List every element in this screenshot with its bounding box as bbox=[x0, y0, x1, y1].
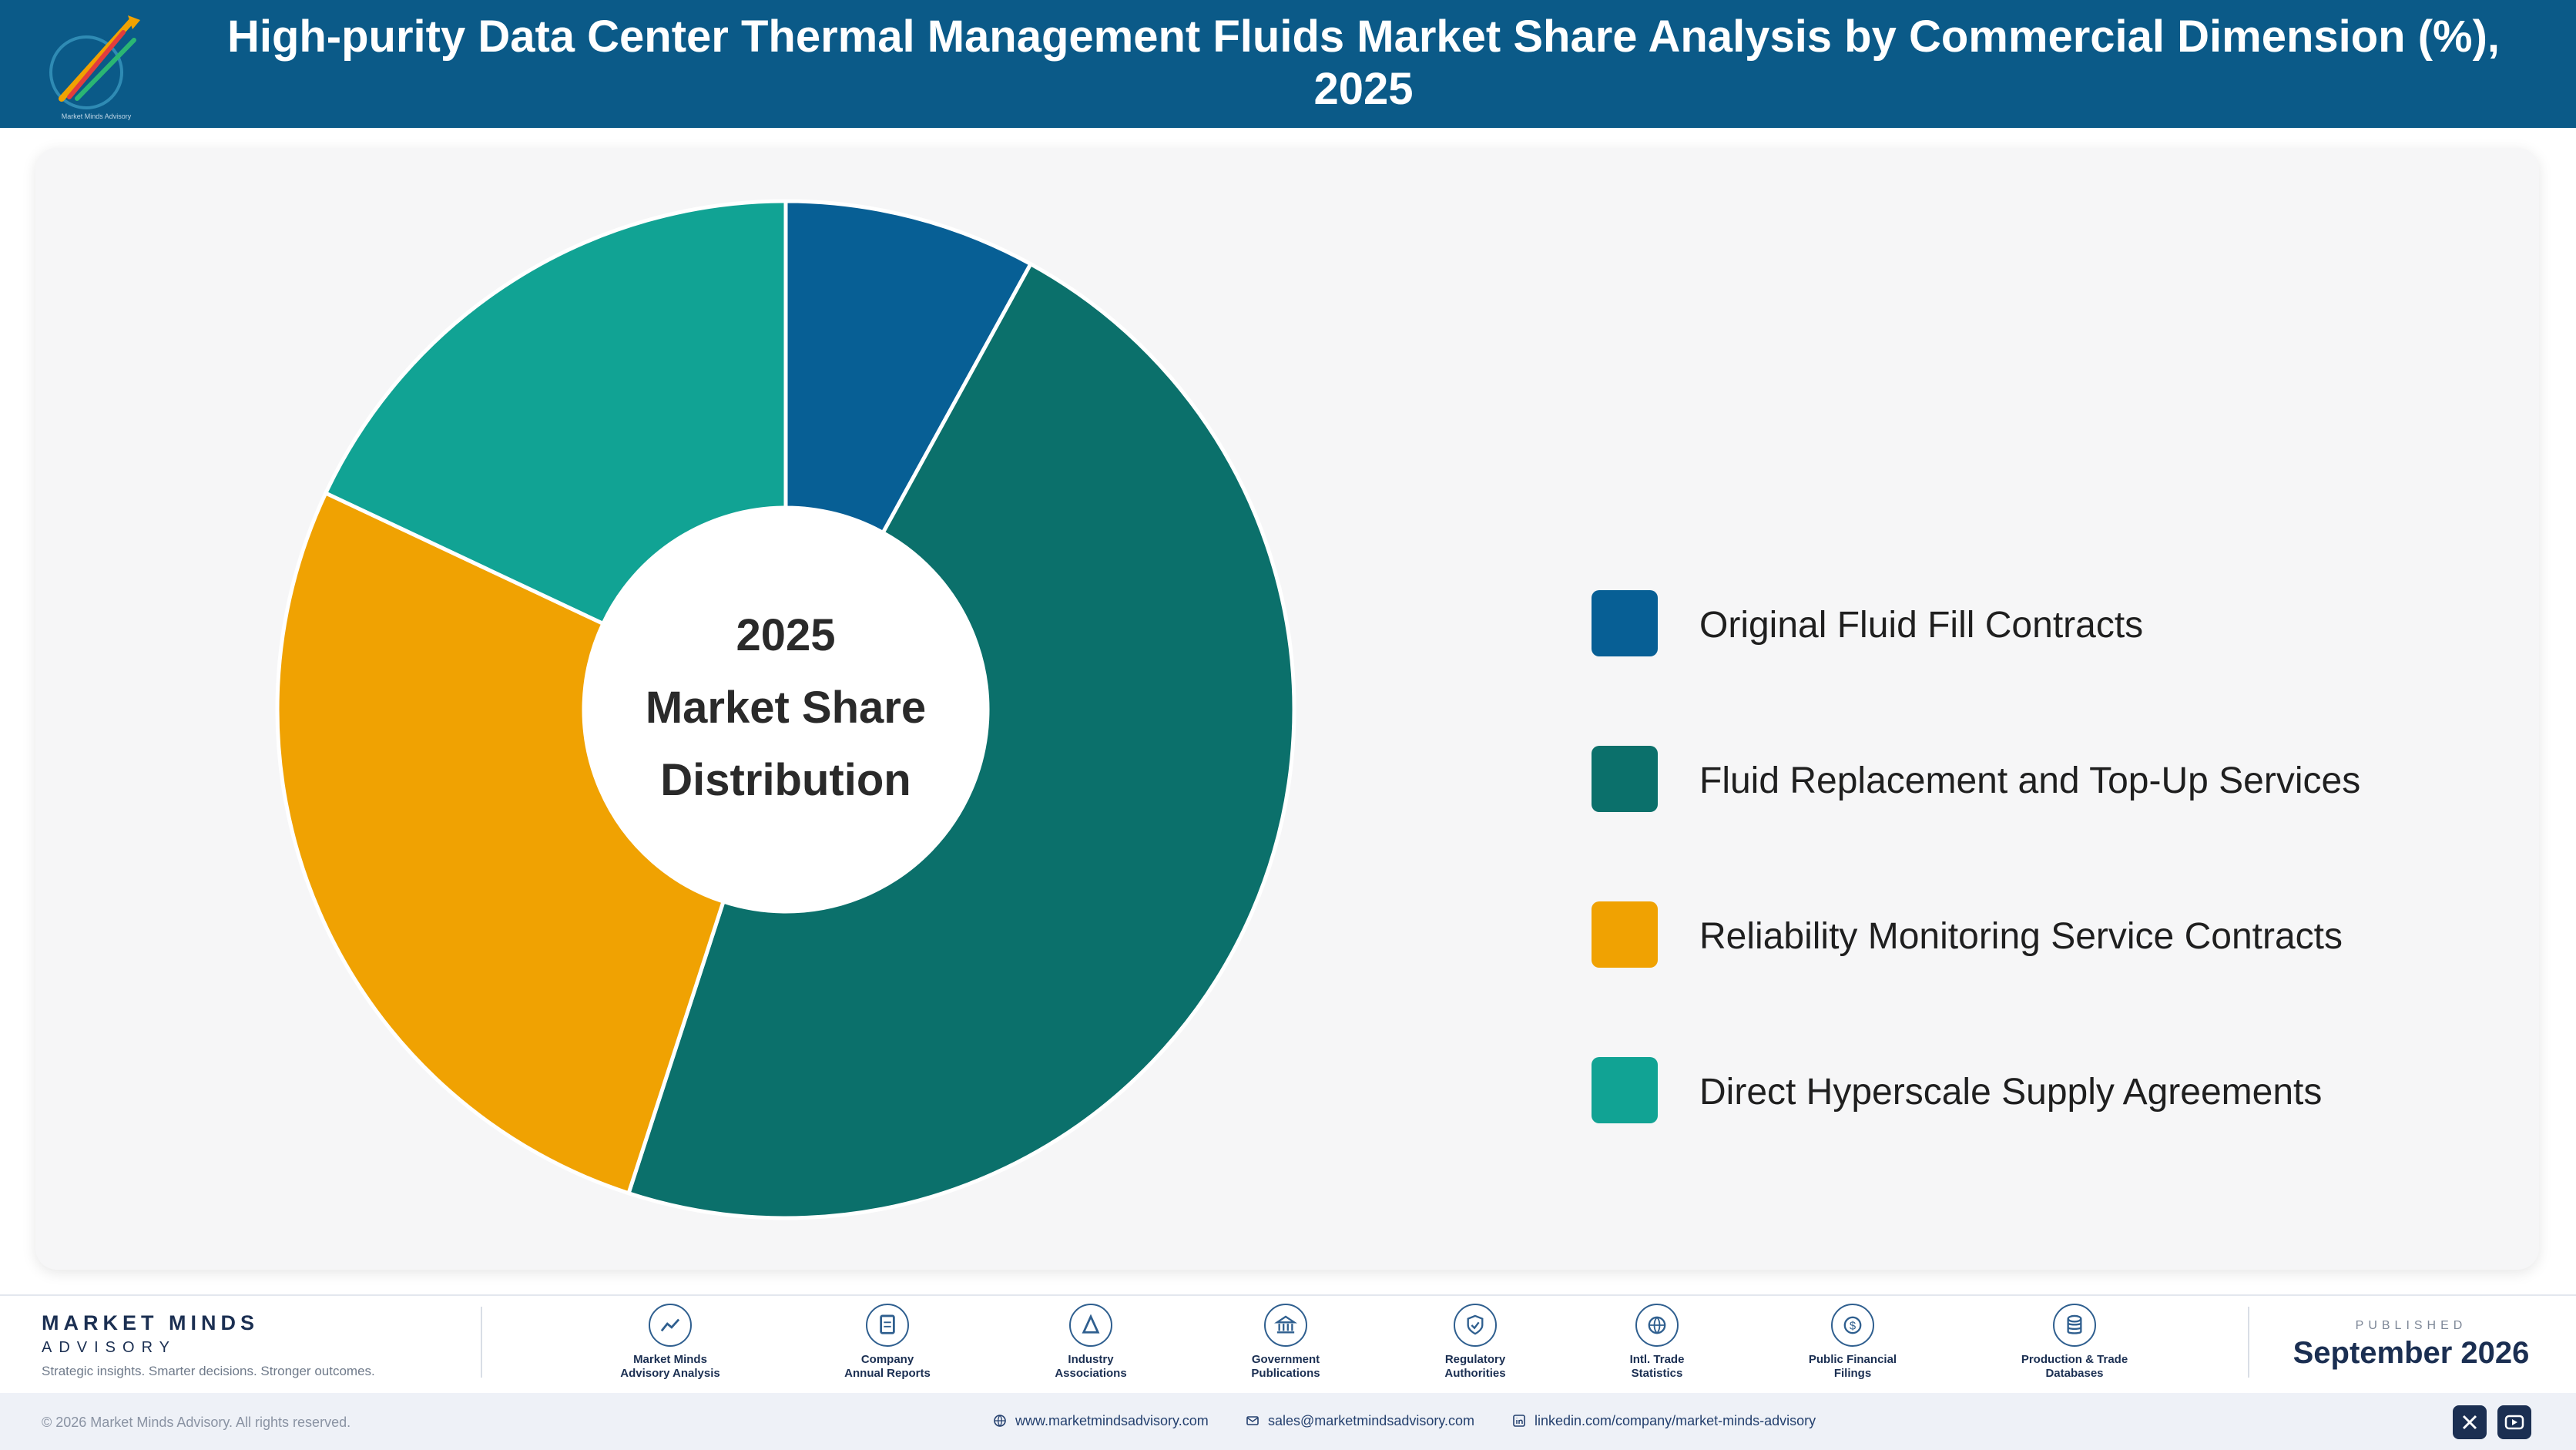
bottom-bar: © 2026 Market Minds Advisory. All rights… bbox=[0, 1393, 2576, 1450]
page-title: High-purity Data Center Thermal Manageme… bbox=[226, 12, 2501, 114]
globe-icon bbox=[994, 1415, 1006, 1427]
source-item: Regulatory Authorities bbox=[1398, 1304, 1552, 1381]
svg-text:Market Minds Advisory: Market Minds Advisory bbox=[62, 112, 132, 120]
email-text: sales@marketmindsadvisory.com bbox=[1268, 1413, 1475, 1428]
copyright-text: © 2026 Market Minds Advisory. All rights… bbox=[42, 1415, 351, 1430]
legend-item: Fluid Replacement and Top-Up Services bbox=[1592, 746, 2516, 812]
svg-text:$: $ bbox=[1850, 1321, 1857, 1333]
page-header: Market Minds Advisory High-purity Data C… bbox=[0, 0, 2576, 128]
chart-card: 2025 Market Share Distribution Original … bbox=[35, 148, 2539, 1270]
document-icon bbox=[866, 1304, 909, 1347]
website-text: www.marketmindsadvisory.com bbox=[1015, 1413, 1209, 1428]
globe-icon bbox=[1635, 1304, 1679, 1347]
youtube-social-button[interactable] bbox=[2497, 1405, 2531, 1439]
trend-chart-icon bbox=[649, 1304, 692, 1347]
source-item: Production & Trade Databases bbox=[1997, 1304, 2152, 1381]
legend-label: Original Fluid Fill Contracts bbox=[1699, 605, 2144, 646]
source-item: $ Public Financial Filings bbox=[1776, 1304, 1930, 1381]
shield-check-icon bbox=[1454, 1304, 1497, 1347]
x-social-button[interactable] bbox=[2453, 1405, 2487, 1439]
page-footer: MARKET MINDS ADVISORY Strategic insights… bbox=[0, 1294, 2576, 1450]
source-item: Company Annual Reports bbox=[810, 1304, 964, 1381]
market-minds-logo: Market Minds Advisory bbox=[49, 15, 140, 120]
government-building-icon bbox=[1264, 1304, 1307, 1347]
center-label-line-3: Distribution bbox=[660, 755, 911, 805]
database-icon bbox=[2053, 1304, 2096, 1347]
linkedin-icon bbox=[1513, 1415, 1525, 1427]
source-label: Regulatory Authorities bbox=[1444, 1353, 1506, 1380]
published-label: PUBLISHED bbox=[2355, 1319, 2467, 1332]
linkedin-text: linkedin.com/company/market-minds-adviso… bbox=[1535, 1413, 1816, 1428]
legend-swatch bbox=[1592, 901, 1658, 968]
website-link[interactable]: www.marketmindsadvisory.com bbox=[994, 1413, 1209, 1429]
source-label: Production & Trade Databases bbox=[2021, 1353, 2128, 1380]
legend-item: Original Fluid Fill Contracts bbox=[1592, 590, 2516, 656]
legend-label: Reliability Monitoring Service Contracts bbox=[1699, 916, 2343, 957]
source-item: Government Publications bbox=[1209, 1304, 1363, 1381]
brand-tagline: Strategic insights. Smarter decisions. S… bbox=[42, 1364, 375, 1378]
brand-name: MARKET MINDS bbox=[42, 1311, 259, 1334]
divider bbox=[481, 1307, 482, 1378]
brand-subtitle: ADVISORY bbox=[42, 1339, 176, 1356]
linkedin-link[interactable]: linkedin.com/company/market-minds-adviso… bbox=[1513, 1413, 1816, 1429]
source-label: Intl. Trade Statistics bbox=[1629, 1353, 1685, 1380]
published-date: September 2026 bbox=[2293, 1336, 2530, 1370]
divider bbox=[2248, 1307, 2249, 1378]
email-link[interactable]: sales@marketmindsadvisory.com bbox=[1246, 1413, 1475, 1429]
legend-swatch bbox=[1592, 746, 1658, 812]
dollar-icon: $ bbox=[1831, 1304, 1874, 1347]
legend-swatch bbox=[1592, 590, 1658, 656]
source-item: Intl. Trade Statistics bbox=[1580, 1304, 1734, 1381]
donut-hole bbox=[584, 508, 988, 911]
center-label-line-1: 2025 bbox=[736, 610, 835, 660]
legend-item: Reliability Monitoring Service Contracts bbox=[1592, 901, 2516, 968]
mail-icon bbox=[1246, 1416, 1259, 1425]
source-item: Market Minds Advisory Analysis bbox=[593, 1304, 747, 1381]
source-label: Company Annual Reports bbox=[844, 1353, 931, 1380]
legend-label: Direct Hyperscale Supply Agreements bbox=[1699, 1072, 2323, 1113]
donut-chart: 2025 Market Share Distribution bbox=[275, 199, 1296, 1220]
legend-item: Direct Hyperscale Supply Agreements bbox=[1592, 1057, 2516, 1123]
source-label: Public Financial Filings bbox=[1808, 1353, 1897, 1380]
center-label-line-2: Market Share bbox=[646, 683, 926, 733]
source-item: Industry Associations bbox=[1014, 1304, 1168, 1381]
youtube-icon bbox=[2504, 1415, 2524, 1430]
source-label: Government Publications bbox=[1251, 1353, 1320, 1380]
legend-swatch bbox=[1592, 1057, 1658, 1123]
source-label: Industry Associations bbox=[1055, 1353, 1127, 1380]
network-icon bbox=[1069, 1304, 1112, 1347]
source-label: Market Minds Advisory Analysis bbox=[620, 1353, 720, 1380]
x-icon bbox=[2462, 1415, 2477, 1430]
legend-label: Fluid Replacement and Top-Up Services bbox=[1699, 760, 2361, 801]
